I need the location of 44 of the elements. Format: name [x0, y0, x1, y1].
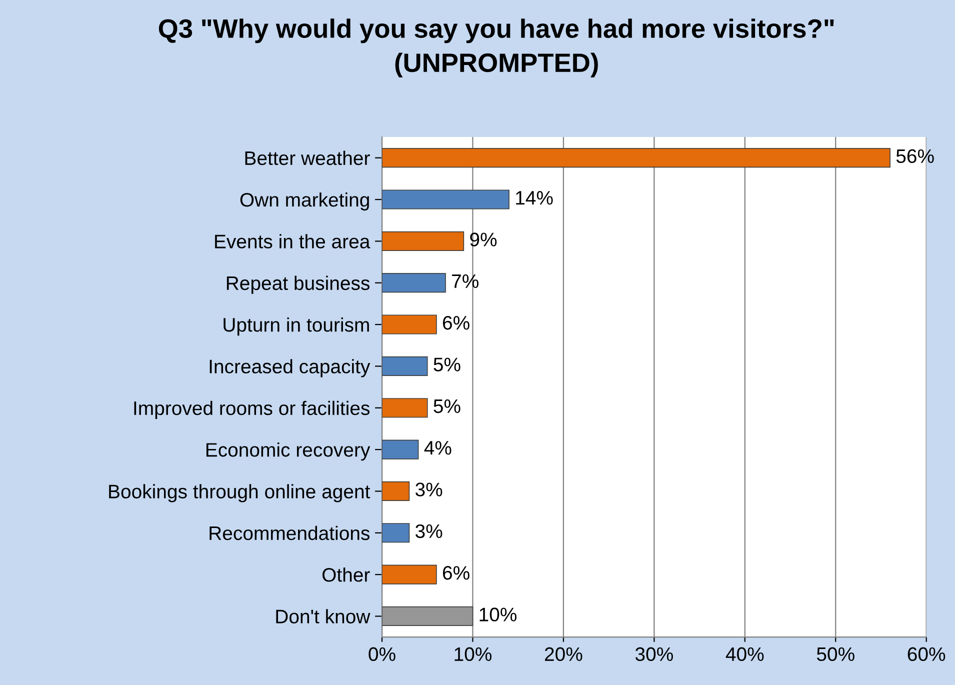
- y-tick-label: Increased capacity: [210, 359, 370, 378]
- x-tick-label: 60%: [908, 647, 946, 662]
- bar: [382, 356, 428, 376]
- bar: [382, 273, 446, 293]
- data-label: 6%: [442, 566, 470, 580]
- y-tick-label: Upturn in tourism: [224, 317, 369, 336]
- data-label: 3%: [416, 524, 442, 538]
- y-tick-label: Events in the area: [215, 234, 370, 248]
- x-tick-label: 30%: [635, 647, 673, 662]
- data-label: 4%: [424, 441, 452, 455]
- chart-title: Q3 "Why would you say you have had more visitors?" (UNPROMPTED): [158, 18, 834, 78]
- bar: [382, 231, 464, 251]
- data-label: 3%: [416, 482, 442, 496]
- y-tick-label: Economic recovery: [206, 442, 370, 461]
- y-tick-label: Better weather: [245, 150, 370, 166]
- data-label: 5%: [434, 399, 460, 414]
- bar: [382, 314, 437, 334]
- data-label: 5%: [434, 358, 460, 372]
- y-tick-label: Repeat business: [226, 276, 370, 294]
- data-label: 10%: [480, 608, 517, 622]
- y-tick-label: Improved rooms or facilities: [134, 400, 370, 419]
- data-label: 6%: [442, 316, 470, 330]
- bar: [382, 148, 890, 168]
- data-label: 9%: [470, 232, 497, 246]
- x-tick-label: 20%: [544, 647, 582, 662]
- y-tick-label: Don't know: [276, 609, 370, 624]
- bar: [382, 398, 428, 418]
- bar: [382, 440, 419, 460]
- y-tick-label: Other: [322, 568, 370, 582]
- y-tick-label: Recommendations: [210, 526, 370, 540]
- bar: [382, 606, 474, 626]
- data-label: 14%: [516, 191, 553, 205]
- data-label: 56%: [896, 149, 934, 164]
- x-tick-label: 0%: [368, 647, 396, 662]
- x-tick-label: 10%: [454, 647, 492, 662]
- y-tick-label: Own marketing: [240, 192, 369, 211]
- data-label: 7%: [452, 274, 478, 288]
- bar: [382, 481, 410, 501]
- x-tick-label: 40%: [726, 647, 764, 662]
- bar: [382, 190, 510, 210]
- x-tick-label: 50%: [816, 647, 854, 662]
- bar: [382, 523, 410, 543]
- bar: [382, 564, 437, 584]
- y-tick-label: Bookings through online agent: [109, 484, 370, 502]
